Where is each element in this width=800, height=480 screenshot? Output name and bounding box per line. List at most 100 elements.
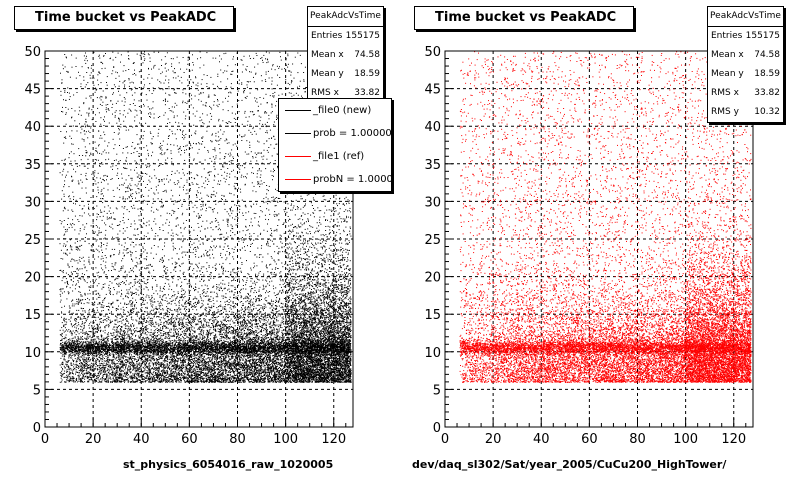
data-point bbox=[84, 293, 86, 295]
data-point bbox=[86, 112, 88, 114]
data-point bbox=[196, 357, 197, 359]
data-point bbox=[201, 79, 203, 81]
data-point bbox=[104, 180, 105, 182]
data-point bbox=[142, 300, 144, 302]
data-point bbox=[125, 320, 127, 322]
data-point bbox=[317, 307, 319, 309]
data-point bbox=[222, 333, 224, 335]
data-point bbox=[339, 259, 341, 261]
data-point bbox=[195, 84, 197, 86]
data-point bbox=[278, 328, 280, 330]
data-point bbox=[199, 216, 201, 218]
data-point bbox=[83, 352, 85, 354]
data-point bbox=[196, 336, 198, 337]
data-point bbox=[123, 309, 125, 311]
data-point bbox=[88, 327, 90, 329]
data-point bbox=[283, 352, 285, 354]
data-point bbox=[244, 362, 246, 364]
data-point bbox=[101, 162, 103, 163]
data-point bbox=[261, 80, 263, 82]
data-point bbox=[228, 184, 230, 186]
data-point bbox=[203, 182, 205, 184]
data-point bbox=[201, 119, 203, 121]
data-point bbox=[255, 299, 257, 301]
data-point bbox=[230, 122, 232, 123]
data-point bbox=[173, 182, 175, 184]
data-point bbox=[117, 299, 119, 301]
data-point bbox=[81, 321, 83, 323]
data-point bbox=[172, 249, 174, 251]
data-point bbox=[310, 214, 312, 216]
data-point bbox=[86, 124, 88, 126]
data-point bbox=[130, 305, 132, 307]
data-point bbox=[88, 115, 90, 117]
data-point bbox=[126, 146, 128, 148]
data-point bbox=[289, 282, 290, 284]
data-point bbox=[162, 308, 164, 310]
data-point bbox=[77, 280, 79, 281]
data-point bbox=[174, 267, 176, 269]
data-point bbox=[165, 92, 167, 94]
data-point bbox=[330, 218, 332, 220]
data-point bbox=[83, 130, 85, 132]
data-point bbox=[85, 175, 87, 177]
data-point bbox=[200, 362, 202, 364]
data-point bbox=[258, 115, 260, 117]
data-point bbox=[64, 158, 66, 160]
data-point bbox=[138, 155, 140, 157]
data-point bbox=[81, 295, 83, 297]
data-point bbox=[87, 167, 89, 169]
data-point bbox=[200, 214, 202, 216]
data-point bbox=[213, 337, 215, 339]
data-point bbox=[125, 160, 127, 162]
data-point bbox=[153, 220, 155, 222]
data-point bbox=[74, 110, 76, 112]
data-point bbox=[151, 275, 153, 277]
data-point bbox=[138, 106, 140, 107]
data-point bbox=[148, 179, 150, 181]
data-point bbox=[108, 324, 110, 326]
data-point bbox=[141, 53, 143, 55]
data-point bbox=[181, 203, 183, 205]
data-point bbox=[168, 108, 170, 109]
data-point bbox=[135, 191, 137, 193]
data-point bbox=[155, 290, 157, 292]
data-point bbox=[73, 259, 75, 261]
data-point bbox=[129, 371, 131, 373]
data-point bbox=[232, 337, 234, 339]
data-point bbox=[134, 223, 136, 225]
data-point bbox=[313, 356, 314, 358]
data-point bbox=[269, 374, 270, 375]
data-point bbox=[260, 152, 262, 154]
data-point bbox=[304, 91, 306, 93]
data-point bbox=[347, 199, 349, 201]
data-point bbox=[247, 330, 249, 332]
data-point bbox=[262, 306, 264, 308]
data-point bbox=[259, 354, 261, 356]
data-point bbox=[314, 266, 316, 268]
data-point bbox=[340, 331, 342, 333]
data-point bbox=[104, 354, 105, 356]
data-point bbox=[118, 75, 120, 77]
data-point bbox=[191, 177, 193, 179]
data-point bbox=[228, 254, 230, 256]
data-point bbox=[301, 198, 303, 200]
data-point bbox=[241, 82, 243, 84]
data-point bbox=[201, 143, 203, 145]
data-point bbox=[236, 164, 238, 165]
data-point bbox=[110, 322, 111, 323]
data-point bbox=[69, 135, 71, 137]
data-point bbox=[123, 339, 125, 341]
data-point bbox=[112, 276, 114, 278]
data-point bbox=[334, 263, 336, 265]
data-point bbox=[313, 279, 315, 281]
data-point bbox=[109, 281, 111, 282]
data-point bbox=[145, 364, 147, 366]
data-point bbox=[220, 366, 222, 368]
data-point bbox=[209, 249, 211, 251]
data-point bbox=[104, 237, 106, 239]
data-point bbox=[169, 221, 170, 223]
data-point bbox=[342, 251, 344, 253]
data-point bbox=[128, 333, 130, 335]
data-point bbox=[132, 339, 134, 341]
